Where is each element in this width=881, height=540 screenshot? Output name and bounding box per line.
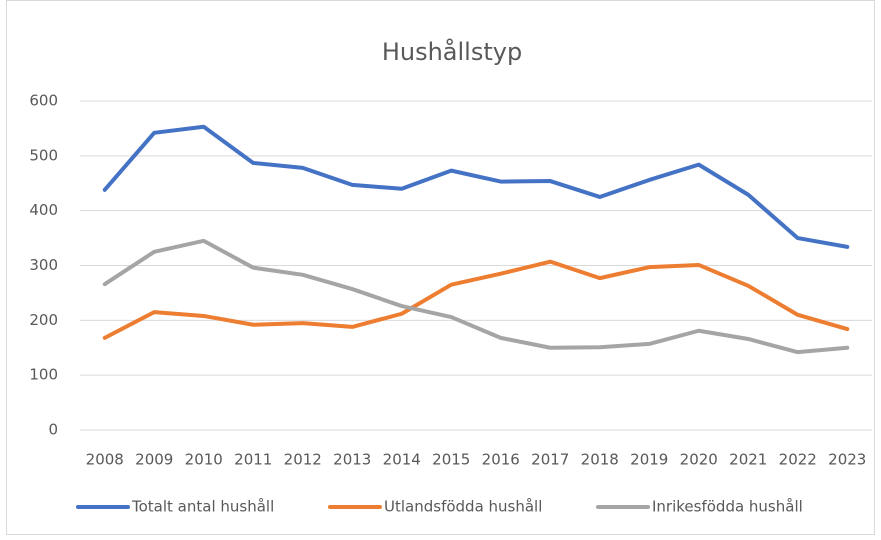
x-tick-label: 2013 bbox=[333, 451, 371, 469]
series-line bbox=[102, 124, 850, 249]
x-tick-label: 2020 bbox=[680, 451, 718, 469]
x-tick-label: 2022 bbox=[779, 451, 817, 469]
x-tick-label: 2023 bbox=[828, 451, 866, 469]
x-tick-label: 2012 bbox=[284, 451, 322, 469]
y-tick-label: 100 bbox=[29, 366, 58, 384]
x-tick-label: 2016 bbox=[482, 451, 520, 469]
y-tick-label: 200 bbox=[29, 311, 58, 329]
x-tick-label: 2018 bbox=[581, 451, 619, 469]
series-line bbox=[102, 259, 850, 340]
x-tick-label: 2017 bbox=[531, 451, 569, 469]
y-tick-label: 400 bbox=[29, 201, 58, 219]
x-tick-label: 2021 bbox=[729, 451, 767, 469]
x-tick-label: 2015 bbox=[432, 451, 470, 469]
y-tick-label: 0 bbox=[48, 421, 58, 439]
y-tick-label: 600 bbox=[29, 92, 58, 110]
legend-label: Totalt antal hushåll bbox=[131, 498, 274, 516]
chart-title: Hushållstyp bbox=[382, 37, 522, 66]
legend-label: Utlandsfödda hushåll bbox=[384, 498, 542, 516]
series-line bbox=[102, 238, 850, 355]
x-tick-label: 2008 bbox=[86, 451, 124, 469]
x-tick-label: 2009 bbox=[135, 451, 173, 469]
y-tick-label: 500 bbox=[29, 146, 58, 164]
x-tick-label: 2014 bbox=[383, 451, 421, 469]
x-tick-label: 2019 bbox=[630, 451, 668, 469]
y-tick-label: 300 bbox=[29, 256, 58, 274]
x-tick-label: 2011 bbox=[234, 451, 272, 469]
legend-label: Inrikesfödda hushåll bbox=[652, 498, 803, 516]
x-tick-label: 2010 bbox=[185, 451, 223, 469]
chart-border bbox=[6, 0, 875, 535]
